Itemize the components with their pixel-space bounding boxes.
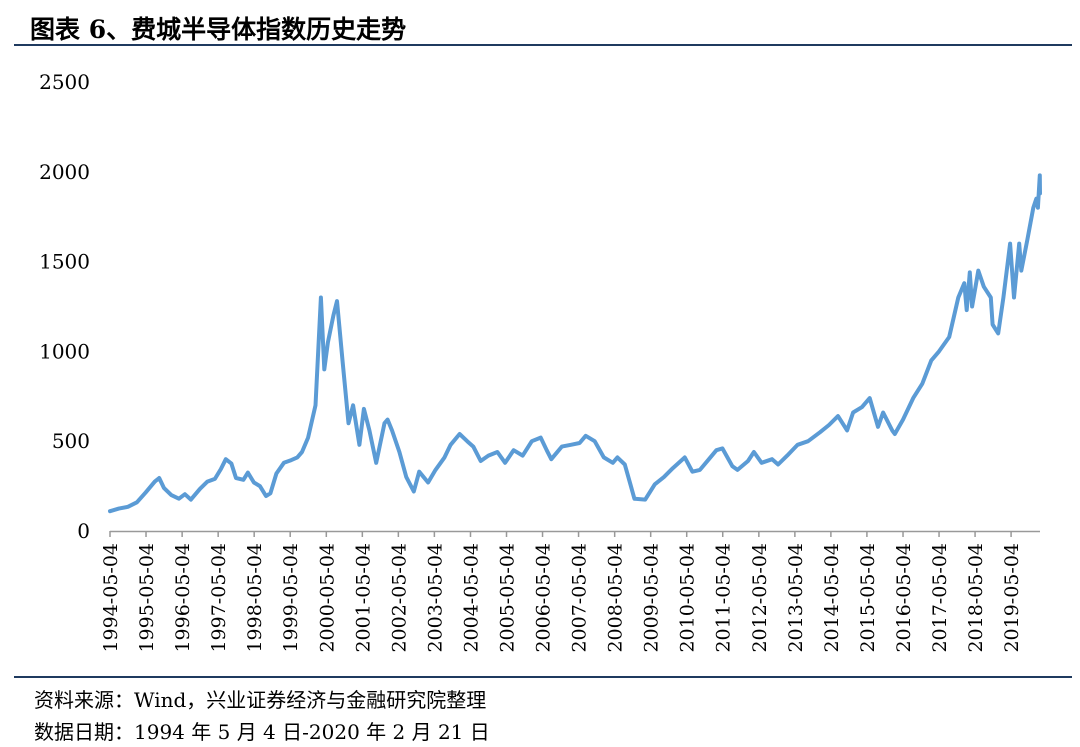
line-chart: 0 500 1000 1500 2000 2500 1994-05-04 1995-05-0… bbox=[39, 70, 1042, 653]
x-tick-label: 2011-05-04 bbox=[713, 543, 735, 653]
x-tick-label: 2003-05-04 bbox=[424, 543, 446, 653]
x-tick-label: 2012-05-04 bbox=[749, 543, 771, 653]
x-tick-label: 1996-05-04 bbox=[172, 543, 194, 653]
x-tick-label: 2016-05-04 bbox=[893, 543, 915, 653]
title-rule bbox=[14, 44, 1072, 46]
x-tick-label: 2005-05-04 bbox=[497, 543, 519, 653]
x-tick-label: 2009-05-04 bbox=[641, 543, 663, 653]
x-tick-label: 2013-05-04 bbox=[785, 543, 807, 653]
y-tick-label: 2500 bbox=[39, 70, 90, 94]
x-tick-label: 2017-05-04 bbox=[929, 543, 951, 653]
x-axis: 1994-05-04 1995-05-04 1996-05-04 1997-05-04… bbox=[100, 530, 1040, 653]
x-tick-label: 2010-05-04 bbox=[677, 543, 699, 653]
y-tick-label: 1000 bbox=[39, 339, 90, 363]
x-tick-label: 2008-05-04 bbox=[605, 543, 627, 653]
x-tick-label: 2000-05-04 bbox=[316, 543, 338, 653]
series-line bbox=[108, 173, 1042, 514]
x-tick-label: 2006-05-04 bbox=[533, 543, 555, 653]
x-tick-label: 1994-05-04 bbox=[100, 543, 122, 653]
y-tick-label: 1500 bbox=[39, 250, 90, 274]
x-tick-label: 2015-05-04 bbox=[857, 543, 879, 653]
x-tick-label: 2007-05-04 bbox=[569, 543, 591, 653]
y-axis: 0 500 1000 1500 2000 2500 bbox=[39, 70, 90, 543]
x-tick-label: 2002-05-04 bbox=[388, 543, 410, 653]
x-tick-label: 1998-05-04 bbox=[244, 543, 266, 653]
series-layer bbox=[108, 173, 1042, 514]
y-tick-label: 2000 bbox=[39, 160, 90, 184]
footer-rule bbox=[14, 676, 1072, 678]
date-range-note: 数据日期：1994 年 5 月 4 日-2020 年 2 月 21 日 bbox=[34, 720, 490, 744]
x-tick-label: 2004-05-04 bbox=[460, 543, 482, 653]
figure-title: 图表 6、费城半导体指数历史走势 bbox=[30, 15, 407, 44]
x-tick-label: 1999-05-04 bbox=[280, 543, 302, 653]
y-tick-label: 500 bbox=[52, 429, 90, 453]
y-tick-label: 0 bbox=[77, 519, 90, 543]
x-tick-label: 2014-05-04 bbox=[821, 543, 843, 653]
x-tick-label: 2019-05-04 bbox=[1001, 543, 1023, 653]
x-tick-label: 1995-05-04 bbox=[136, 543, 158, 653]
x-tick-label: 2018-05-04 bbox=[965, 543, 987, 653]
x-tick-label: 1997-05-04 bbox=[208, 543, 230, 653]
source-note: 资料来源：Wind，兴业证券经济与金融研究院整理 bbox=[34, 688, 487, 712]
x-tick-label: 2001-05-04 bbox=[352, 543, 374, 653]
